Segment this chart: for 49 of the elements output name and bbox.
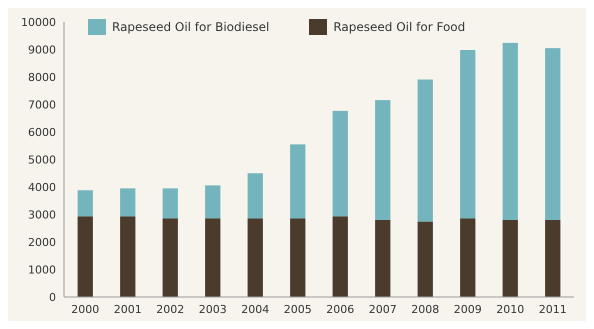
x-tick-label: 2000 [71, 302, 100, 316]
x-tick-label: 2009 [454, 302, 482, 316]
bar [502, 220, 518, 297]
bar [120, 216, 136, 297]
y-tick-label: 6000 [28, 126, 56, 139]
bar [248, 218, 263, 297]
bar [332, 110, 348, 216]
legend-label: Rapeseed Oil for Biodiesel [112, 20, 270, 34]
bar [545, 220, 560, 297]
x-tick-label: 2002 [156, 302, 184, 316]
x-tick-label: 2010 [496, 302, 524, 316]
y-tick-label: 9000 [28, 43, 56, 56]
x-tick-label: 2001 [114, 302, 142, 316]
y-tick-label: 1000 [28, 263, 56, 276]
bar [545, 48, 560, 220]
bar [205, 218, 220, 297]
x-tick-label: 2005 [284, 302, 312, 316]
bar [78, 190, 93, 216]
y-tick-label: 2000 [28, 236, 56, 249]
x-tick-label: 2006 [326, 302, 354, 316]
bar [78, 216, 93, 297]
x-tick-label: 2004 [241, 302, 270, 316]
y-tick-label: 0 [49, 290, 56, 304]
y-tick-label: 4000 [28, 180, 56, 194]
bar [162, 188, 178, 218]
bar [418, 79, 433, 222]
bar [248, 173, 263, 218]
bar [375, 220, 390, 297]
y-tick-label: 3000 [28, 208, 56, 222]
x-tick-label: 2003 [198, 302, 227, 316]
bar [290, 218, 306, 297]
bar [418, 222, 433, 297]
bar [290, 144, 306, 218]
bar [502, 42, 518, 220]
y-tick-label: 5000 [28, 153, 56, 166]
bar [332, 216, 348, 297]
x-tick-label: 2008 [411, 302, 440, 316]
bar [460, 50, 476, 218]
y-tick-label: 8000 [28, 70, 56, 84]
bar [375, 100, 390, 220]
bar [162, 218, 178, 297]
bar [205, 185, 220, 218]
legend-label: Rapeseed Oil for Food [333, 20, 466, 34]
y-tick-label: 10000 [21, 16, 56, 29]
bar [460, 218, 476, 297]
x-tick-label: 2007 [368, 302, 397, 316]
bar [120, 188, 136, 216]
y-tick-label: 7000 [28, 98, 56, 112]
x-tick-label: 2011 [538, 302, 567, 316]
